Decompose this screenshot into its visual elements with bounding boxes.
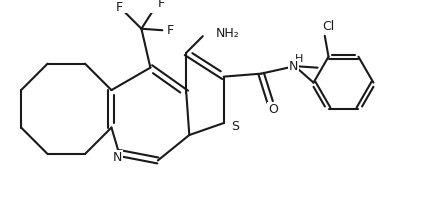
Text: F: F	[158, 0, 164, 10]
Text: N: N	[113, 151, 122, 164]
Text: O: O	[268, 103, 278, 116]
Text: S: S	[231, 120, 239, 133]
Text: N: N	[288, 60, 298, 73]
Text: F: F	[166, 24, 173, 37]
Text: F: F	[116, 1, 122, 14]
Text: Cl: Cl	[322, 20, 335, 33]
Text: H: H	[294, 54, 303, 64]
Text: NH₂: NH₂	[216, 27, 240, 40]
